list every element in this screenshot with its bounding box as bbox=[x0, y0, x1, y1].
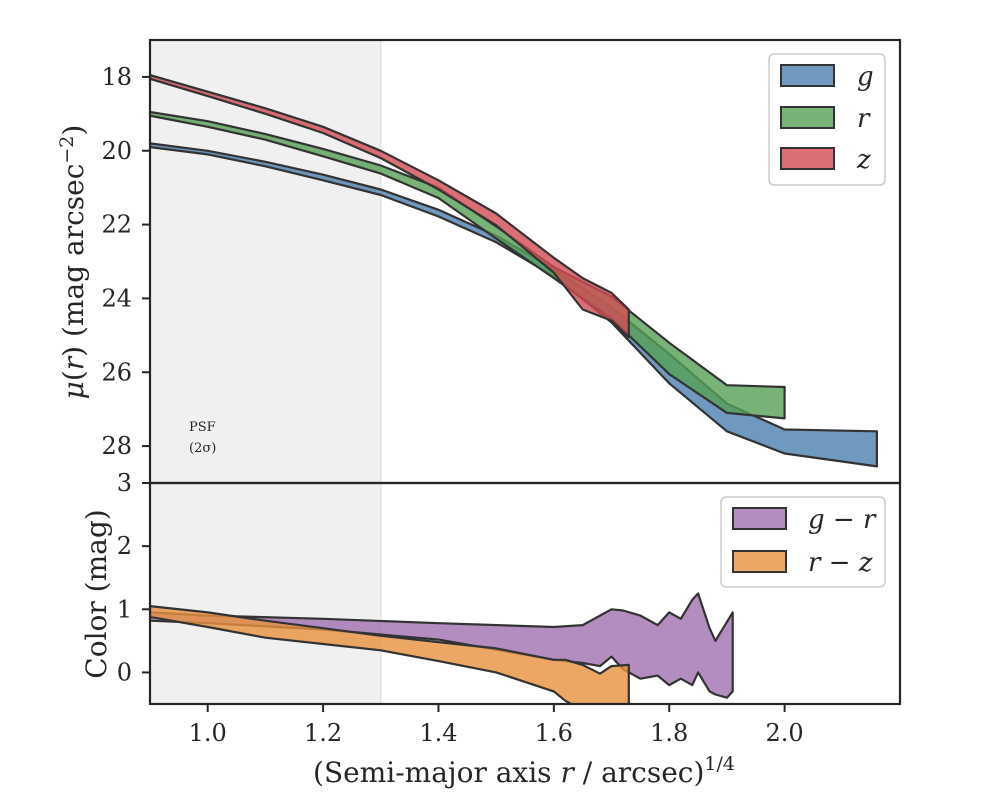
bottom-y-axis-label: Color (mag) bbox=[80, 509, 113, 678]
top-y-tick-label-26: 26 bbox=[101, 358, 132, 386]
legend-swatch-g bbox=[780, 64, 835, 87]
top-y-tick-label-22: 22 bbox=[101, 211, 132, 239]
legend-label-g: g bbox=[857, 62, 874, 92]
bottom-y-tick-label-0: 0 bbox=[117, 658, 132, 686]
bottom-legend: g − r r − z bbox=[720, 496, 886, 588]
legend-swatch-g-r bbox=[732, 507, 787, 530]
legend-swatch-r-z bbox=[732, 550, 787, 573]
bottom-y-tick-label-1: 1 bbox=[117, 595, 132, 623]
top-y-tick-label-24: 24 bbox=[101, 284, 132, 312]
bottom-axes-frame bbox=[148, 481, 902, 706]
x-tick-label-1: 1.0 bbox=[189, 719, 227, 747]
top-y-tick-label-18: 18 bbox=[101, 63, 132, 91]
x-tick-label-1.4: 1.4 bbox=[419, 719, 457, 747]
x-tick-label-2: 2.0 bbox=[766, 719, 804, 747]
legend-swatch-r bbox=[780, 106, 835, 129]
top-y-axis-label: μ(r) (mag arcsec−2) bbox=[56, 125, 90, 400]
bottom-y-tick-label-2: 2 bbox=[117, 532, 132, 560]
band-z bbox=[150, 74, 630, 339]
psf-region-bottom bbox=[150, 483, 381, 704]
psf-sigma-label: (2σ) bbox=[189, 441, 216, 456]
band-r-z bbox=[150, 605, 630, 704]
top-y-tick-label-20: 20 bbox=[101, 137, 132, 165]
legend-swatch-z bbox=[780, 147, 835, 170]
band-r bbox=[150, 110, 786, 420]
band-g-r bbox=[150, 592, 734, 699]
top-y-tick-label-28: 28 bbox=[101, 432, 132, 460]
legend-label-r-z: r − z bbox=[808, 548, 873, 578]
top-legend: g r z bbox=[768, 53, 886, 186]
legend-label-r: r bbox=[857, 104, 871, 134]
legend-label-z: z bbox=[856, 145, 871, 175]
psf-label: PSF bbox=[189, 420, 216, 435]
x-tick-label-1.8: 1.8 bbox=[650, 719, 688, 747]
psf-region-top bbox=[150, 40, 381, 483]
x-tick-label-1.2: 1.2 bbox=[304, 719, 342, 747]
x-axis-label: (Semi-major axis r / arcsec)1/4 bbox=[313, 753, 735, 789]
bottom-y-tick-label-3: 3 bbox=[117, 469, 132, 497]
x-tick-label-1.6: 1.6 bbox=[535, 719, 573, 747]
legend-label-g-r: g − r bbox=[808, 505, 877, 535]
